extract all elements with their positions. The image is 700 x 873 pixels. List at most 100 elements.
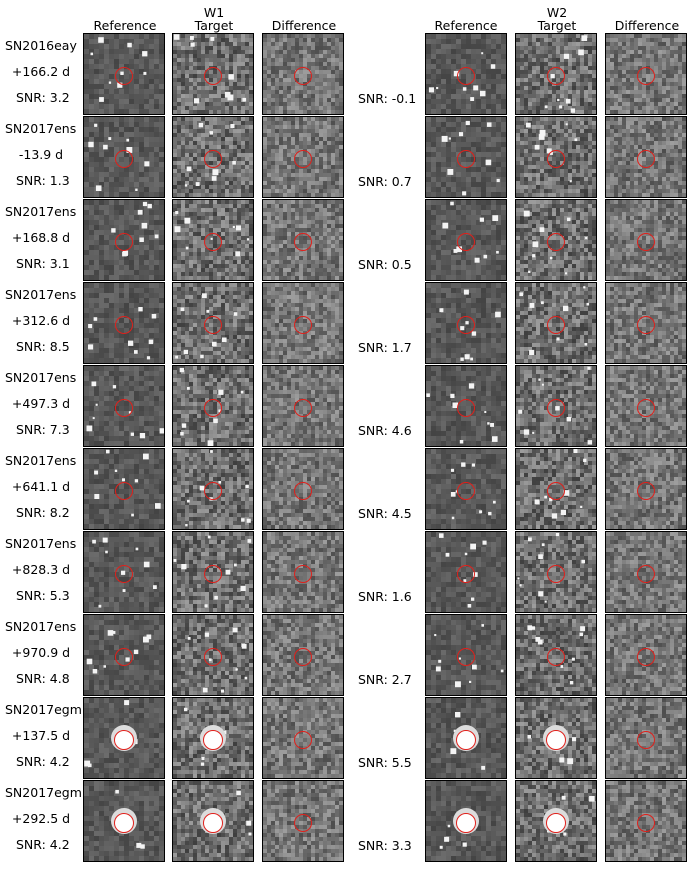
panel-w2-difference xyxy=(605,448,687,530)
panel-w2-target xyxy=(515,448,597,530)
target-marker xyxy=(115,648,133,666)
panel-w1-reference xyxy=(83,365,165,447)
target-marker xyxy=(204,482,222,500)
target-marker xyxy=(637,565,655,583)
w2-difference-header: Difference xyxy=(602,19,692,32)
w1-target-header: Target xyxy=(169,19,259,32)
sn-phase: +970.9 d xyxy=(0,646,82,660)
target-marker xyxy=(637,150,655,168)
snr-w2: SNR: 0.7 xyxy=(358,175,412,189)
snr-w2: SNR: 1.7 xyxy=(358,341,412,355)
panel-w2-reference xyxy=(425,282,507,364)
sn-phase: +497.3 d xyxy=(0,397,82,411)
target-marker xyxy=(115,565,133,583)
target-marker xyxy=(204,565,222,583)
snr-w1: SNR: 3.2 xyxy=(16,91,70,105)
target-marker xyxy=(294,814,312,832)
target-marker xyxy=(457,482,475,500)
panel-w2-target xyxy=(515,116,597,198)
target-marker xyxy=(294,565,312,583)
target-marker xyxy=(204,150,222,168)
target-marker xyxy=(457,565,475,583)
sn-name: SN2016eay xyxy=(5,39,77,53)
panel-w2-difference xyxy=(605,697,687,779)
panel-w1-target xyxy=(172,448,254,530)
panel-w2-difference xyxy=(605,282,687,364)
sn-name: SN2017ens xyxy=(5,454,76,468)
sn-phase: +166.2 d xyxy=(0,65,82,79)
target-marker xyxy=(204,399,222,417)
target-marker xyxy=(204,316,222,334)
target-marker xyxy=(546,813,566,833)
panel-w1-target xyxy=(172,116,254,198)
panel-w1-target xyxy=(172,365,254,447)
panel-w2-reference xyxy=(425,697,507,779)
snr-w1: SNR: 8.2 xyxy=(16,506,70,520)
sn-name: SN2017ens xyxy=(5,620,76,634)
sn-phase: +312.6 d xyxy=(0,314,82,328)
panel-w1-difference xyxy=(262,282,344,364)
panel-w1-reference xyxy=(83,33,165,115)
w1-difference-header: Difference xyxy=(259,19,349,32)
panel-w1-reference xyxy=(83,531,165,613)
target-marker xyxy=(637,814,655,832)
panel-w1-target xyxy=(172,614,254,696)
panel-w1-reference xyxy=(83,448,165,530)
panel-w2-reference xyxy=(425,614,507,696)
target-marker xyxy=(294,482,312,500)
snr-w2: SNR: 5.5 xyxy=(358,756,412,770)
target-marker xyxy=(547,150,565,168)
target-marker xyxy=(203,730,223,750)
w1-reference-header: Reference xyxy=(80,19,170,32)
sn-phase: +137.5 d xyxy=(0,729,82,743)
snr-w1: SNR: 1.3 xyxy=(16,174,70,188)
target-marker xyxy=(546,730,566,750)
target-marker xyxy=(637,67,655,85)
target-marker xyxy=(294,233,312,251)
sn-name: SN2017ens xyxy=(5,122,76,136)
panel-w1-difference xyxy=(262,448,344,530)
sn-name: SN2017egm xyxy=(5,786,82,800)
panel-w1-reference xyxy=(83,282,165,364)
panel-w1-difference xyxy=(262,199,344,281)
panel-w2-target xyxy=(515,199,597,281)
target-marker xyxy=(637,648,655,666)
snr-w1: SNR: 7.3 xyxy=(16,423,70,437)
snr-w1: SNR: 3.1 xyxy=(16,257,70,271)
panel-w1-target xyxy=(172,282,254,364)
panel-w1-reference xyxy=(83,697,165,779)
snr-w1: SNR: 4.8 xyxy=(16,672,70,686)
panel-w2-difference xyxy=(605,531,687,613)
target-marker xyxy=(294,648,312,666)
panel-w2-difference xyxy=(605,33,687,115)
sn-name: SN2017ens xyxy=(5,537,76,551)
panel-w2-target xyxy=(515,531,597,613)
target-marker xyxy=(547,648,565,666)
panel-w1-target xyxy=(172,33,254,115)
target-marker xyxy=(204,67,222,85)
target-marker xyxy=(547,316,565,334)
sn-phase: +292.5 d xyxy=(0,812,82,826)
target-marker xyxy=(115,150,133,168)
sn-phase: +168.8 d xyxy=(0,231,82,245)
target-marker xyxy=(294,399,312,417)
w2-band-label: W2 xyxy=(512,6,602,19)
panel-w2-difference xyxy=(605,614,687,696)
target-marker xyxy=(637,399,655,417)
panel-w2-target xyxy=(515,697,597,779)
target-marker xyxy=(457,150,475,168)
target-marker xyxy=(637,482,655,500)
snr-w2: SNR: 4.5 xyxy=(358,507,412,521)
snr-w1: SNR: 4.2 xyxy=(16,755,70,769)
panel-w1-difference xyxy=(262,614,344,696)
panel-w1-reference xyxy=(83,199,165,281)
snr-w1: SNR: 5.3 xyxy=(16,589,70,603)
snr-w2: SNR: 4.6 xyxy=(358,424,412,438)
target-marker xyxy=(114,730,134,750)
target-marker xyxy=(294,67,312,85)
panel-w2-reference xyxy=(425,531,507,613)
target-marker xyxy=(637,731,655,749)
target-marker xyxy=(547,67,565,85)
panel-w2-reference xyxy=(425,199,507,281)
target-marker xyxy=(547,565,565,583)
